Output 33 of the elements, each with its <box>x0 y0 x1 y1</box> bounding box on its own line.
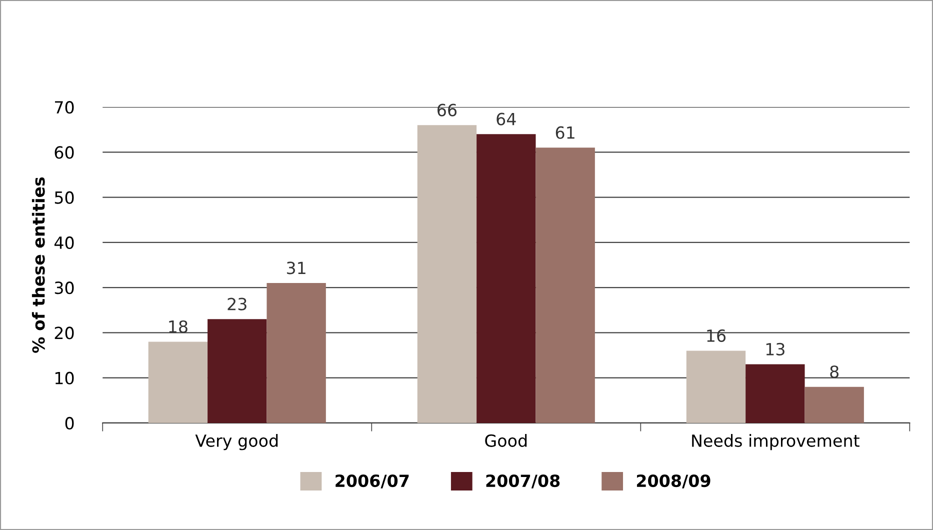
bar <box>746 364 805 423</box>
x-tick-label: Needs improvement <box>692 434 860 450</box>
y-tick-label: 10 <box>55 372 74 384</box>
legend-label: 2008/09 <box>636 474 710 488</box>
data-label: 61 <box>556 126 574 139</box>
x-tick-label: Very good <box>195 434 278 450</box>
y-tick-label: 60 <box>54 146 74 159</box>
bar <box>266 283 326 423</box>
bar <box>417 125 477 423</box>
legend-label: 2007/08 <box>486 474 560 488</box>
data-label: 64 <box>496 112 516 126</box>
bar <box>804 386 864 423</box>
legend-label: 2006/07 <box>336 474 409 488</box>
y-tick-label: 20 <box>54 326 74 340</box>
y-axis-title: % of these entities <box>32 177 45 353</box>
data-label: 8 <box>830 365 839 378</box>
bar <box>208 319 267 423</box>
data-label: 31 <box>286 262 306 274</box>
y-tick-label: 30 <box>54 282 74 294</box>
y-tick-label: 0 <box>65 416 74 430</box>
y-tick-label: 40 <box>54 236 74 250</box>
data-label: 16 <box>707 329 726 342</box>
bar <box>536 148 595 423</box>
bar <box>148 342 208 423</box>
data-label: 23 <box>228 298 246 310</box>
x-tick-label: Good <box>485 434 527 447</box>
data-label: 66 <box>438 104 457 116</box>
bar <box>686 350 746 423</box>
data-label: 13 <box>766 342 784 356</box>
bar <box>476 134 536 423</box>
data-label: 18 <box>169 320 188 333</box>
y-tick-label: 70 <box>55 101 74 114</box>
y-tick-label: 50 <box>54 191 74 204</box>
